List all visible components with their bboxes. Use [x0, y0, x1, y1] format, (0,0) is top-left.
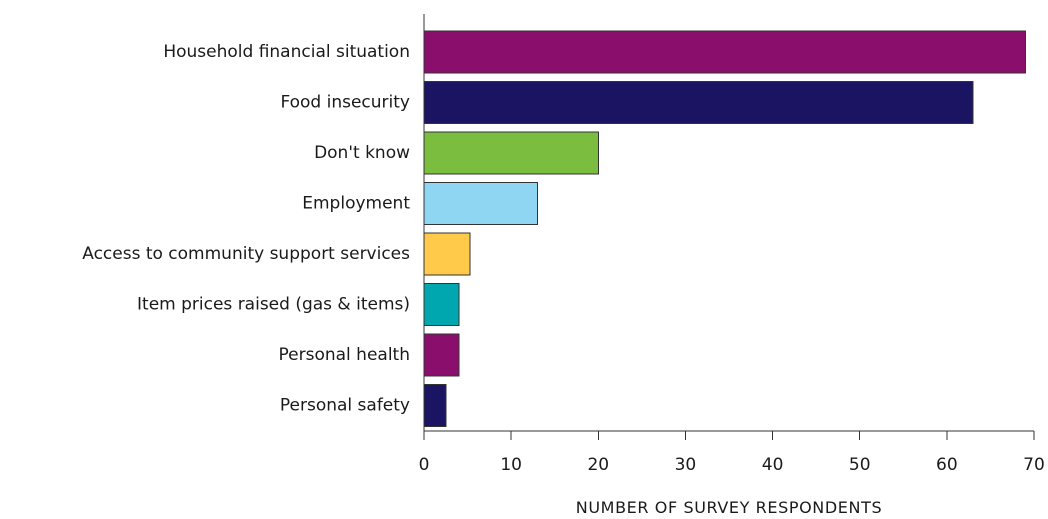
category-label: Don't know — [314, 143, 410, 163]
x-tick-label: 70 — [1023, 455, 1045, 475]
bar — [423, 283, 460, 326]
category-labels: Household financial situation Food insecu… — [82, 42, 410, 416]
category-label: Food insecurity — [280, 93, 410, 113]
x-tick-label: 0 — [419, 455, 430, 475]
x-tick-label: 30 — [675, 455, 697, 475]
x-tick-label: 60 — [936, 455, 958, 475]
bar — [423, 182, 538, 225]
bar — [423, 232, 471, 276]
category-label: Household financial situation — [163, 42, 410, 62]
category-label: Item prices raised (gas & items) — [137, 295, 410, 315]
bar — [423, 333, 460, 377]
bar — [423, 131, 599, 175]
category-label: Access to community support services — [82, 244, 410, 264]
axes — [423, 14, 1034, 432]
bars-layer — [423, 30, 1026, 427]
bar — [423, 81, 974, 124]
x-tick-label: 40 — [762, 455, 784, 475]
x-axis-title: NUMBER OF SURVEY RESPONDENTS — [576, 498, 882, 517]
category-label: Employment — [302, 194, 410, 214]
x-axis-ticks: 0 10 20 30 40 50 60 70 — [419, 431, 1045, 475]
x-tick-label: 50 — [849, 455, 871, 475]
bar — [423, 30, 1026, 74]
bar — [423, 384, 447, 427]
category-label: Personal health — [279, 345, 410, 365]
x-tick-label: 10 — [500, 455, 522, 475]
x-tick-label: 20 — [587, 455, 609, 475]
category-label: Personal safety — [280, 396, 410, 416]
